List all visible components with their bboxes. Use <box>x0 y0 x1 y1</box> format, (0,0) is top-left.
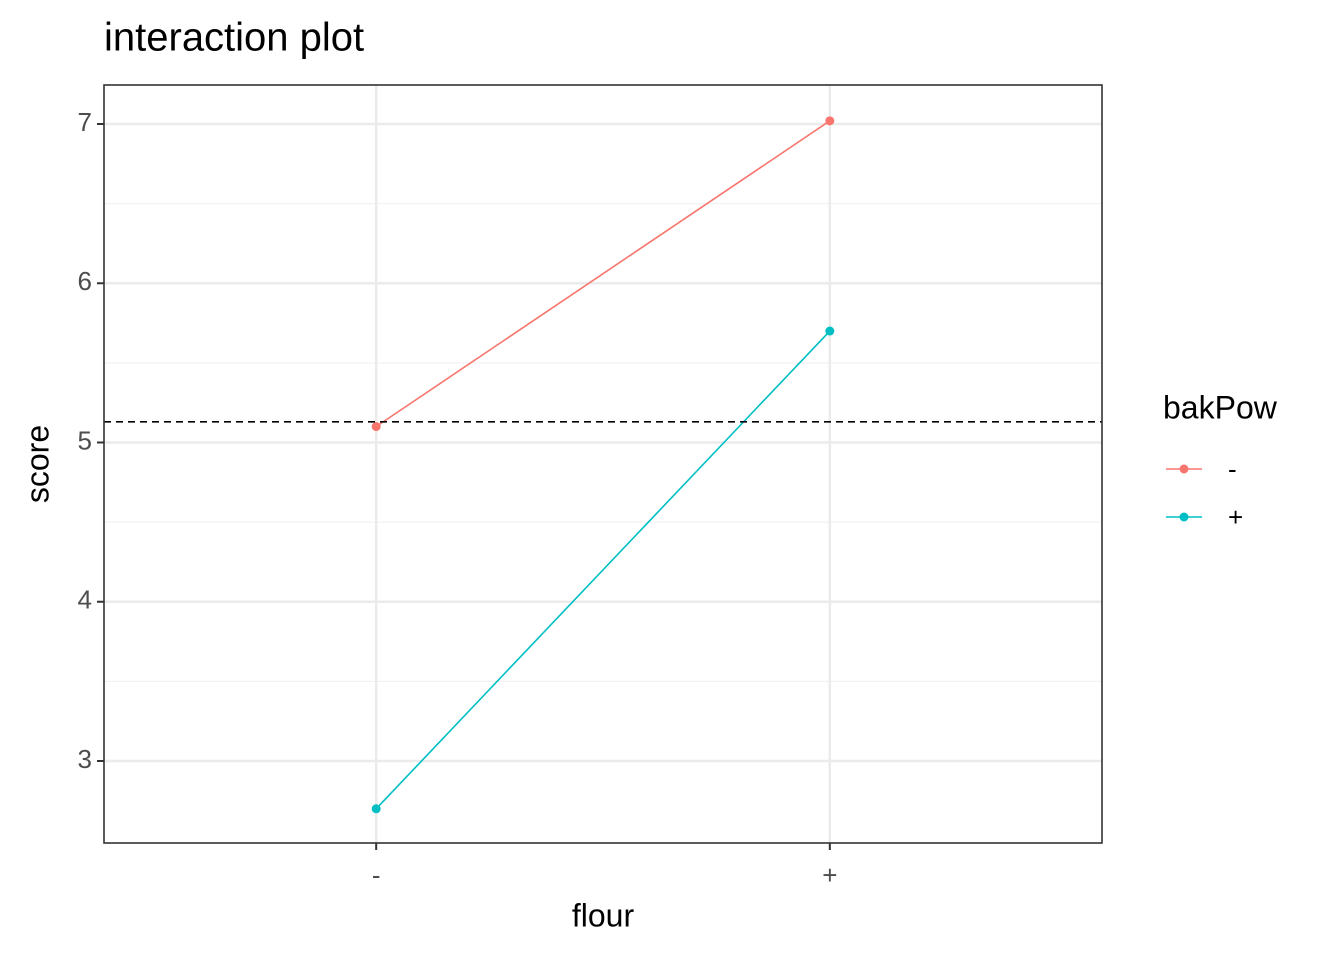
point <box>825 326 835 336</box>
point <box>371 422 381 432</box>
series-line <box>375 120 831 428</box>
legend-label: + <box>1228 502 1243 532</box>
y-tick-label: 7 <box>78 107 92 137</box>
panel-border <box>103 84 1103 844</box>
y-tick-label: 4 <box>78 585 92 615</box>
y-axis-label: score <box>19 425 55 503</box>
legend-key-point <box>1179 464 1189 474</box>
series-line <box>375 330 831 810</box>
y-tick-label: 5 <box>78 425 92 455</box>
legend-label: - <box>1228 454 1237 484</box>
point <box>825 116 835 126</box>
point <box>371 804 381 814</box>
x-tick-label: + <box>822 860 837 890</box>
y-tick-label: 3 <box>78 744 92 774</box>
y-tick-label: 6 <box>78 266 92 296</box>
chart-title: interaction plot <box>104 16 364 60</box>
legend-key-point <box>1179 512 1189 522</box>
legend-title: bakPow <box>1163 389 1278 425</box>
x-tick-label: - <box>372 860 381 890</box>
x-axis-label: flour <box>572 897 635 933</box>
